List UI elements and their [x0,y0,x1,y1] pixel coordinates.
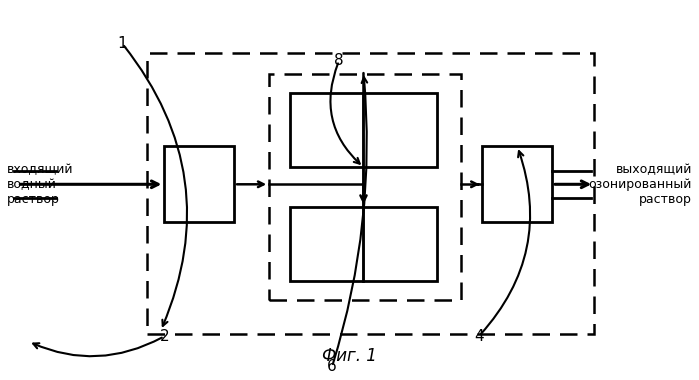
Bar [147,53,594,334]
Bar [164,146,234,222]
Text: входящий
водный
раствор: входящий водный раствор [7,163,73,206]
Bar [290,93,437,167]
Text: 1: 1 [117,36,127,51]
Bar [290,207,437,281]
Bar [269,74,461,300]
Text: 8: 8 [334,53,344,68]
Text: 2: 2 [159,329,169,344]
Text: выходящий
озонированный
раствор: выходящий озонированный раствор [589,163,692,206]
Text: 6: 6 [327,359,337,374]
Text: 4: 4 [474,329,484,344]
Bar [482,146,552,222]
Text: Фиг. 1: Фиг. 1 [322,347,377,365]
